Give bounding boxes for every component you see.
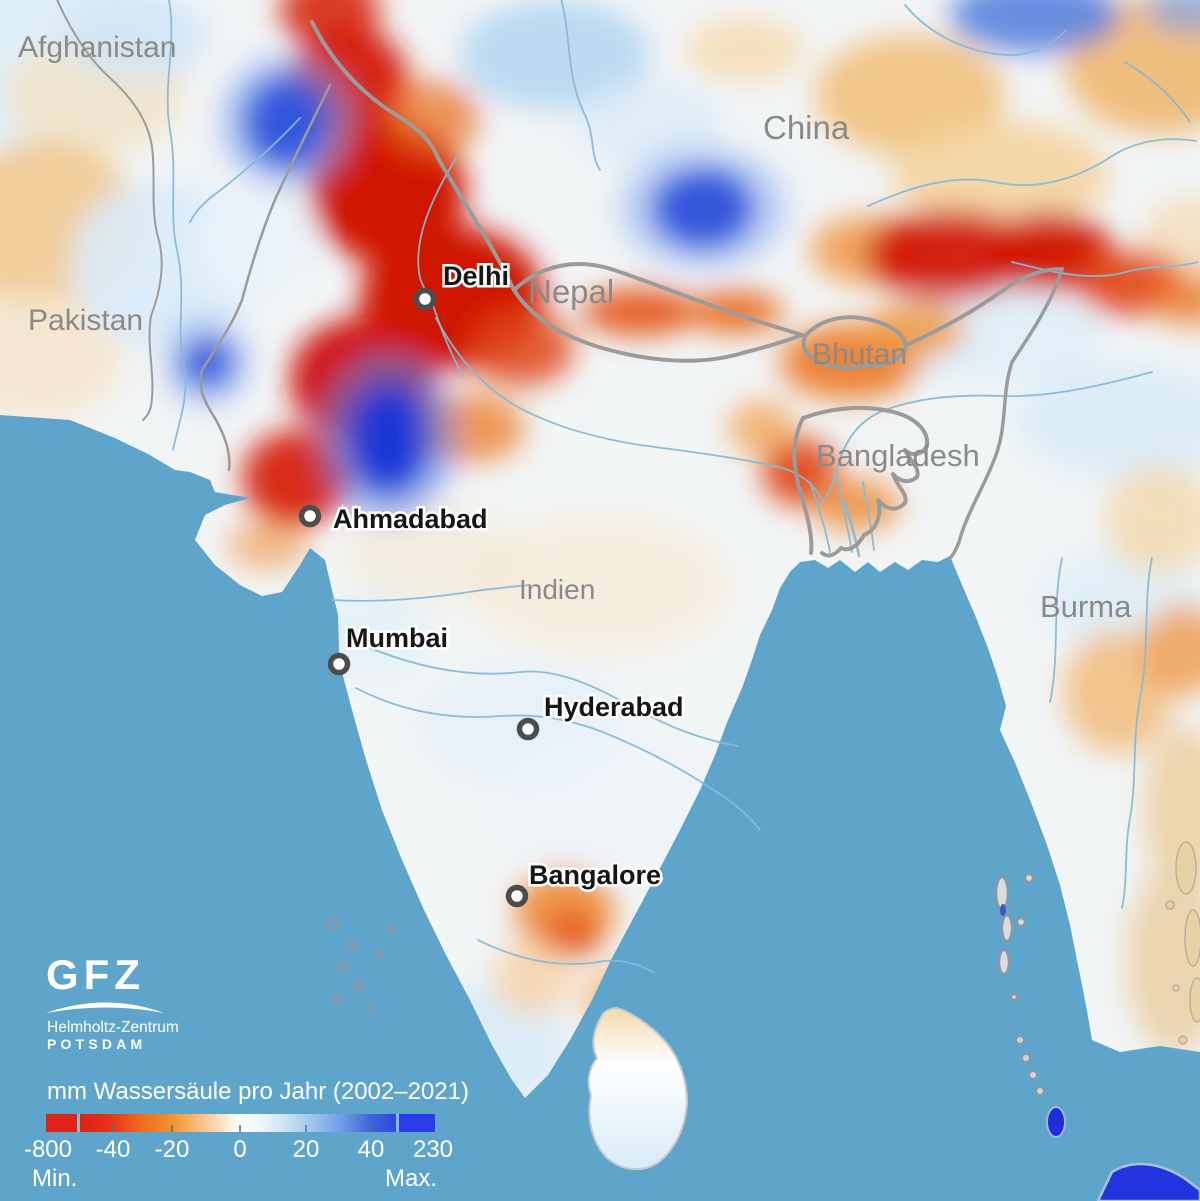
legend-tick--800: -800: [24, 1136, 72, 1163]
ocean: [0, 415, 1200, 1201]
city-marker-mumbai: [327, 652, 351, 676]
rivers-layer: [166, 0, 1199, 974]
city-marker-hyderabad: [516, 717, 540, 741]
gfz-logo-city: POTSDAM: [47, 1036, 146, 1052]
legend-tick-notches: [112, 1125, 372, 1132]
gfz-logo-swoosh: [46, 1002, 164, 1013]
city-markers: Delhi Ahmadabad Mumbai Hyderabad Bangalo…: [298, 259, 686, 908]
legend-tick-20: 20: [293, 1136, 320, 1163]
legend-colorbar: [46, 1114, 435, 1132]
legend: mm Wassersäule pro Jahr (2002–2021) -800…: [24, 1078, 469, 1192]
country-label-indien: Indien: [519, 574, 595, 605]
city-label-mumbai: Mumbai: [346, 623, 448, 653]
legend-tick-40: 40: [358, 1136, 385, 1163]
legend-tick-labels: -800 -40 -20 0 20 40 230: [24, 1136, 453, 1163]
country-label-nepal: Nepal: [528, 273, 614, 310]
lakshadweep-islands: [326, 917, 396, 1014]
city-marker-ahmadabad: [298, 504, 322, 528]
city-label-ahmadabad: Ahmadabad: [333, 504, 488, 534]
country-labels: Afghanistan Pakistan China Nepal Bhutan …: [18, 31, 1132, 624]
city-label-bangalore: Bangalore: [529, 860, 661, 890]
nicobar-islands: [1015, 1035, 1066, 1138]
country-label-afghanistan: Afghanistan: [18, 31, 176, 64]
coastal-strip-islands: [1165, 841, 1200, 1045]
islands-layer: [326, 841, 1200, 1201]
country-label-pakistan: Pakistan: [28, 304, 143, 337]
legend-min-label: Min.: [32, 1165, 77, 1192]
legend-tick-0: 0: [233, 1136, 246, 1163]
legend-tick--20: -20: [155, 1136, 190, 1163]
country-label-bhutan: Bhutan: [812, 338, 907, 371]
gfz-logo: GFZ Helmholtz-Zentrum POTSDAM: [46, 951, 179, 1052]
country-label-bangladesh: Bangladesh: [816, 438, 980, 473]
legend-tick--40: -40: [96, 1136, 131, 1163]
country-label-china: China: [763, 109, 850, 146]
city-marker-bangalore: [505, 884, 529, 908]
sri-lanka-island: [587, 1006, 689, 1170]
gfz-logo-acronym: GFZ: [46, 951, 145, 998]
legend-max-label: Max.: [385, 1165, 437, 1192]
borders-layer: [56, 0, 1064, 559]
city-label-hyderabad: Hyderabad: [544, 692, 684, 722]
country-label-burma: Burma: [1040, 589, 1132, 624]
andaman-islands: [994, 872, 1035, 1002]
city-label-delhi: Delhi: [443, 261, 509, 291]
legend-tick-230: 230: [413, 1136, 453, 1163]
gfz-logo-institute: Helmholtz-Zentrum: [47, 1019, 179, 1036]
sumatra-tip-island: [1096, 1162, 1200, 1201]
city-marker-delhi: [413, 287, 437, 311]
legend-title: mm Wassersäule pro Jahr (2002–2021): [47, 1078, 469, 1105]
